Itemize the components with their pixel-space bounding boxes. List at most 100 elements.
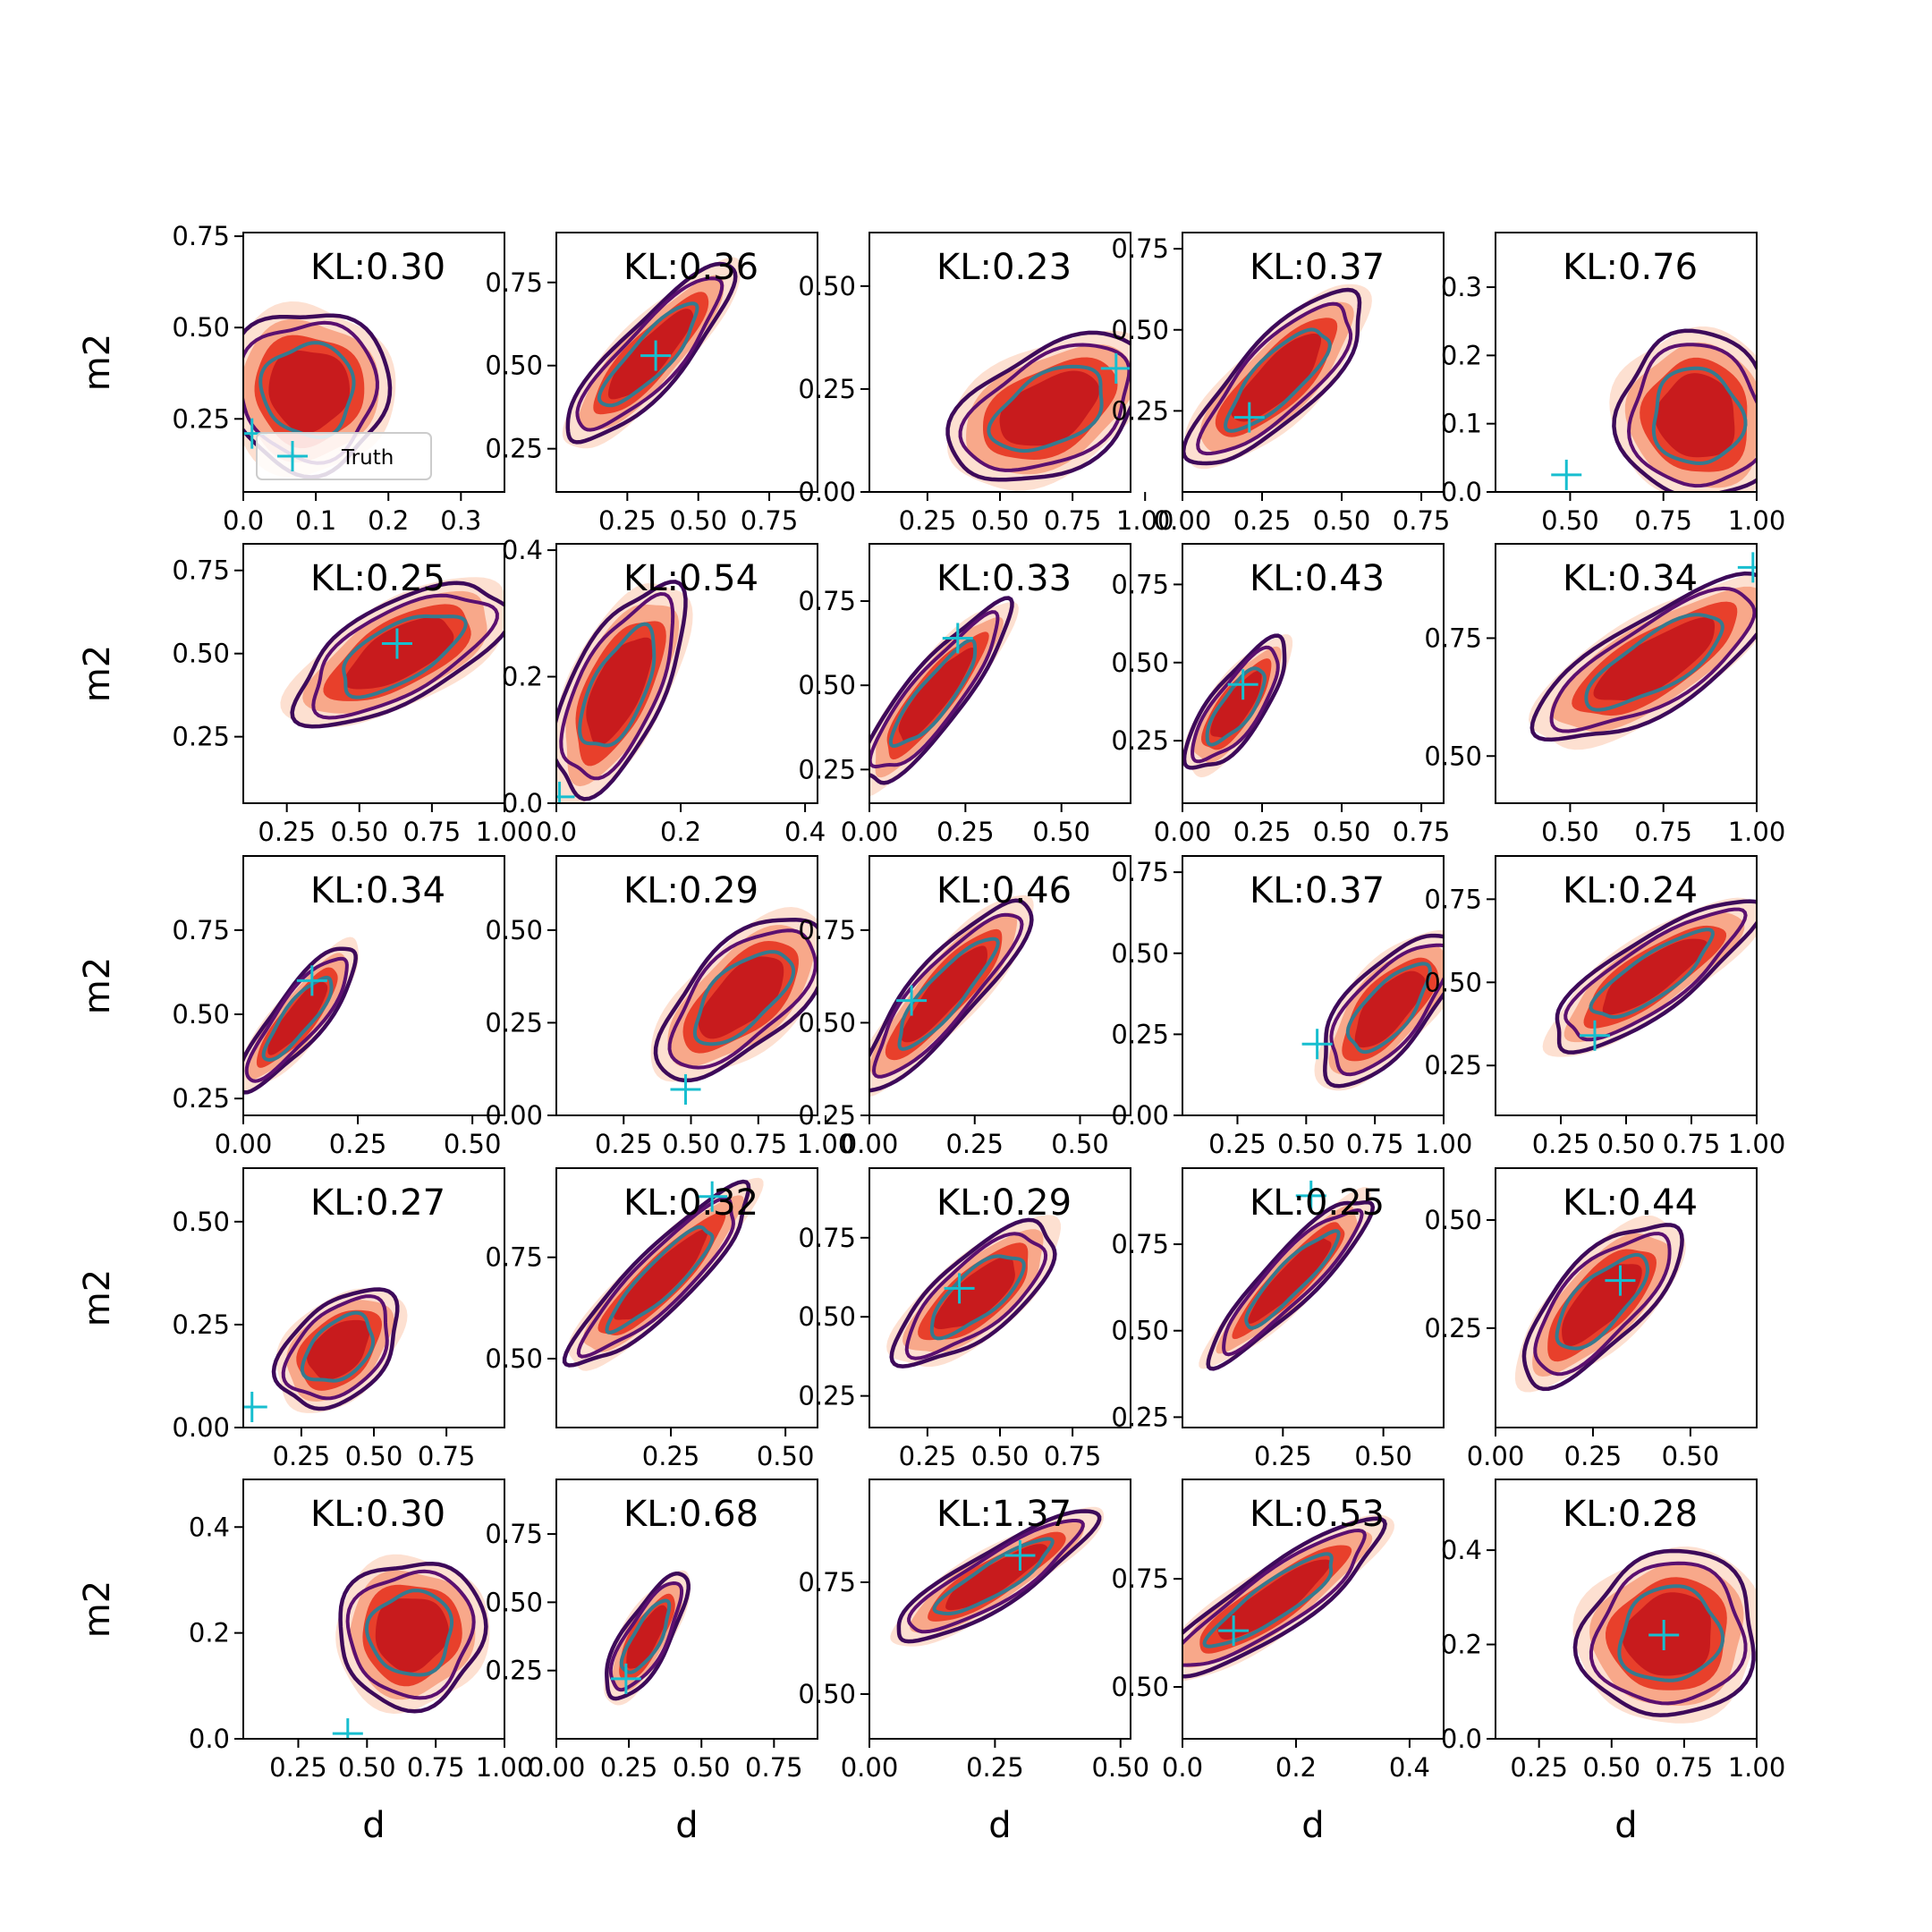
contour-mid: [869, 610, 1000, 769]
contour-inner: [605, 1224, 715, 1335]
contour-inner: [597, 301, 699, 408]
contour-mid: [575, 276, 724, 432]
contour-inner: [300, 1310, 375, 1383]
axes-frame: [242, 232, 505, 493]
contour-mid: [1222, 1208, 1364, 1357]
panel-11: 0.00 0.25 0.50 0.25 0.50 0.75 KL:0.34 m2: [77, 855, 505, 1159]
contour-inner: [258, 341, 356, 439]
kl-annotation: KL:0.34: [1563, 558, 1698, 599]
y-tick-label: 0.25: [172, 722, 230, 752]
truth-marker: [243, 1391, 267, 1422]
x-tick-label: 0.75: [407, 1752, 465, 1783]
panel-12: 0.25 0.50 0.75 1.00 0.00 0.25 0.50 KL:0.29: [485, 855, 854, 1159]
kl-annotation: KL:0.37: [1250, 247, 1385, 288]
density-fill-core: [614, 1229, 708, 1320]
y-tick-label: 0.25: [485, 434, 543, 464]
density-fill-core: [698, 956, 784, 1039]
x-tick-label: 0.50: [1541, 505, 1599, 536]
x-tick-label: 0.4: [1389, 1752, 1430, 1783]
y-tick-label: 0.75: [172, 221, 230, 251]
contour-inner: [692, 950, 796, 1046]
contour-outer: [896, 1509, 1102, 1644]
y-tick-label: 0.50: [798, 1679, 856, 1709]
axes-frame: [1495, 1167, 1758, 1428]
y-tick-label: 0.00: [798, 477, 856, 507]
panel-14: 0.25 0.50 0.75 1.00 0.00 0.25 0.50 0.75 KL:0.37: [1111, 855, 1472, 1159]
axes-frame: [242, 855, 505, 1116]
kl-annotation: KL:0.53: [1250, 1494, 1385, 1535]
panel-4: 0.00 0.25 0.50 0.75 0.25 0.50 0.75 KL:0.37: [1111, 232, 1451, 536]
y-tick-label: 0.2: [1441, 1630, 1482, 1660]
truth-marker: [1579, 1020, 1610, 1051]
y-tick-label: 0.75: [1111, 233, 1169, 264]
contour-mid: [559, 591, 675, 781]
y-tick-label: 0.50: [1424, 741, 1482, 771]
x-tick-label: 1.00: [476, 1752, 534, 1783]
y-tick-label: 0.50: [172, 1207, 230, 1237]
y-tick-label: 0.25: [172, 1309, 230, 1340]
contour-inner: [364, 1589, 454, 1677]
y-tick-label: 0.75: [798, 915, 856, 945]
truth-marker: [1218, 1615, 1250, 1647]
x-tick-label: 0.25: [600, 1752, 658, 1783]
density-fill-core: [933, 1256, 1015, 1329]
kl-annotation: KL:0.30: [310, 1494, 445, 1535]
contour-outer: [889, 1217, 1057, 1368]
x-tick-label: 0.50: [1277, 1129, 1335, 1159]
kl-annotation: KL:0.24: [1563, 870, 1698, 911]
density-fill-core: [375, 1598, 449, 1673]
contour-inner: [261, 975, 334, 1063]
x-tick-label: 0.75: [1656, 1752, 1714, 1783]
x-tick-label: 0.25: [1564, 1441, 1623, 1471]
contour-inner: [987, 364, 1104, 453]
y-axis-label: m2: [77, 1269, 118, 1326]
x-tick-label: 0.75: [1393, 505, 1451, 536]
x-tick-label: 0.50: [338, 1752, 396, 1783]
x-tick-label: 0.2: [660, 817, 701, 847]
x-tick-label: 0.0: [223, 505, 264, 536]
x-tick-label: 0.50: [1032, 817, 1090, 847]
density-fill-core: [268, 350, 350, 434]
y-tick-label: 0.25: [798, 1381, 856, 1411]
panel-25: 0.25 0.50 0.75 1.00 0.0 0.2 0.4 KL:0.28 d: [1441, 1479, 1785, 1846]
y-tick-label: 0.25: [485, 1007, 543, 1038]
y-tick-label: 0.50: [1111, 1316, 1169, 1346]
axes-frame: [1182, 1167, 1445, 1428]
panel-1: 0.0 0.1 0.2 0.3 0.25 0.50 0.75 KL:0.30 m2 Truth: [77, 221, 505, 536]
y-tick-label: 0.50: [1111, 938, 1169, 969]
y-tick-label: 0.50: [1111, 1672, 1169, 1702]
density-fill-core: [1562, 1264, 1642, 1346]
y-tick-label: 0.25: [172, 403, 230, 434]
truth-marker: [1605, 1265, 1636, 1296]
contour-inner: [1202, 1552, 1334, 1648]
panel-8: 0.00 0.25 0.50 0.25 0.50 0.75 KL:0.33: [798, 543, 1131, 847]
axes-frame: [555, 543, 818, 804]
x-tick-label: 0.25: [966, 1752, 1024, 1783]
x-tick-label: 0.25: [1208, 1129, 1267, 1159]
x-axis-label: d: [988, 1805, 1011, 1846]
contour-inner: [929, 1254, 1026, 1341]
axes-frame: [242, 543, 505, 804]
contour-outer: [271, 1287, 400, 1411]
contour-outer: [1182, 633, 1287, 770]
panel-18: 0.25 0.50 0.75 0.25 0.50 0.75 KL:0.29: [798, 1167, 1131, 1471]
contour-outer: [1182, 1516, 1387, 1679]
y-tick-label: 0.25: [172, 1083, 230, 1114]
panel-16: 0.25 0.50 0.75 0.00 0.25 0.50 KL:0.27 m2: [77, 1167, 505, 1471]
contour-outer: [869, 898, 1034, 1093]
y-tick-label: 0.50: [485, 915, 543, 945]
panel-2: 0.25 0.50 0.75 0.25 0.50 0.75 KL:0.36: [485, 232, 818, 536]
y-tick-label: 0.00: [485, 1100, 543, 1131]
contour-mid: [244, 956, 349, 1083]
axes-frame: [869, 543, 1131, 804]
y-tick-label: 0.25: [1111, 1402, 1169, 1432]
contour-outer: [1530, 571, 1757, 742]
x-tick-label: 0.25: [598, 505, 657, 536]
x-tick-label: 0.50: [971, 1441, 1030, 1471]
x-tick-label: 0.75: [729, 1129, 787, 1159]
kl-annotation: KL:0.25: [1250, 1182, 1385, 1224]
panel-24: 0.0 0.2 0.4 0.50 0.75 KL:0.53 d: [1111, 1479, 1445, 1846]
x-tick-label: 1.00: [1728, 817, 1786, 847]
density-fill-core: [1210, 671, 1262, 738]
y-tick-label: 0.75: [798, 1223, 856, 1253]
